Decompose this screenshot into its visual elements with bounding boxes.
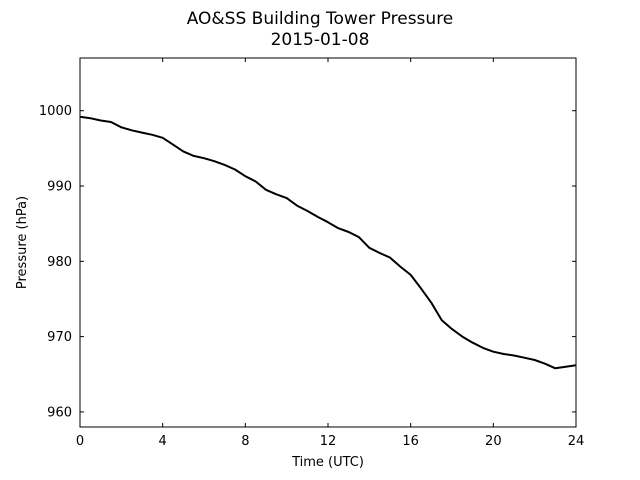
x-tick-label: 20 <box>485 434 502 449</box>
plot-area <box>79 115 577 370</box>
axis-ticks: 0 4 8 12 16 20 24 960 970 980 990 1000 <box>39 58 584 449</box>
x-tick-label: 12 <box>320 434 337 449</box>
x-axis-label: Time (UTC) <box>291 455 364 470</box>
y-tick-label: 960 <box>47 405 72 420</box>
y-tick-label: 970 <box>47 330 72 345</box>
chart-title: AO&SS Building Tower Pressure <box>187 9 454 29</box>
y-tick-label: 990 <box>47 180 72 195</box>
pressure-series-line <box>79 115 577 370</box>
x-tick-label: 8 <box>241 434 249 449</box>
x-tick-label: 16 <box>402 434 419 449</box>
x-tick-label: 24 <box>568 434 585 449</box>
y-axis-label: Pressure (hPa) <box>15 196 30 289</box>
y-tick-label: 980 <box>47 255 72 270</box>
x-tick-label: 4 <box>159 434 167 449</box>
y-tick-label: 1000 <box>39 104 72 119</box>
chart-subtitle: 2015-01-08 <box>271 30 370 50</box>
x-tick-label: 0 <box>76 434 84 449</box>
axes-frame <box>79 57 577 428</box>
